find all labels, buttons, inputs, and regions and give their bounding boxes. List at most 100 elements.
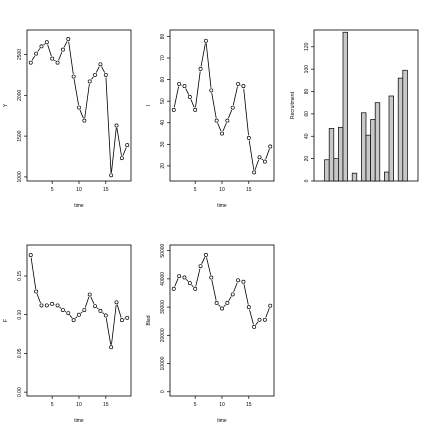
series-line-segment [227,109,233,119]
y-tick-label: 70 [160,55,166,61]
data-point [34,289,39,294]
series-line-segment [68,41,74,75]
series-line-segment [75,316,78,319]
series-line-segment [37,48,41,52]
data-point [225,300,230,305]
y-tick-label: 20000 [160,328,166,342]
data-point [241,84,246,89]
data-point [252,324,257,329]
data-point [93,72,98,77]
data-point [125,315,130,320]
x-axis-label: time [217,203,227,209]
y-tick-label: 0.00 [17,387,23,397]
series-line-segment [232,86,238,106]
y-axis-label: Blad [146,315,152,325]
y-tick-label: 40 [304,133,310,139]
data-point [209,275,214,280]
data-point [236,81,241,86]
bar [328,128,335,182]
series-line-segment [80,311,83,314]
series-line-segment [191,284,194,288]
data-point [28,253,33,258]
series-line-segment [195,268,201,287]
panel-recruitment-bar-chart: 0 20 40 60 80 100 120 Recruitment [290,29,419,182]
series-line-segment [69,314,73,319]
data-point [60,308,65,312]
bar [402,69,408,182]
y-tick-label: 0 [304,179,310,182]
y-axis-label: Recruitment [290,91,296,119]
series-line-segment [248,140,255,170]
data-point [109,173,114,178]
series-line-segment [116,304,122,318]
x-tick-label: 15 [246,402,252,408]
bar [361,112,367,182]
y-tick-label: 100 [304,65,310,74]
x-tick-label: 10 [219,187,225,193]
series-line-segment [59,306,62,309]
data-point [193,107,198,112]
bar [365,134,371,182]
x-axis-label: time [74,418,84,424]
data-point [225,118,230,123]
series-line-segment [249,309,254,325]
y-tick-label: 40000 [160,272,166,286]
series-line-segment [205,43,212,88]
panel-y-line-chart: 5 10 15 1000 1500 2000 2500 time Y [3,29,132,209]
bar [333,158,339,182]
data-point [50,56,55,61]
series-line-segment [79,109,84,119]
x-tick-label: 10 [76,187,82,193]
x-axis-label: time [217,418,227,424]
data-point [236,278,241,283]
bar [384,171,390,182]
series-line-segment [102,312,105,315]
data-point [71,74,76,79]
data-point [109,345,114,350]
data-point [103,72,108,77]
data-point [77,105,81,110]
panel-f-line-chart: 5 10 15 0.00 0.05 0.10 0.15 time F [3,244,132,424]
y-tick-label: 120 [304,42,310,51]
data-point [182,84,187,89]
data-point [114,123,119,128]
series-line-segment [185,279,189,282]
y-axis-label: F [3,319,9,322]
series-line-segment [111,128,117,173]
series-line-segment [174,278,179,287]
data-point [87,292,92,297]
series-line-segment [58,51,63,61]
data-point [171,286,176,291]
plot-frame [26,244,132,397]
series-line-segment [122,147,127,156]
x-tick-label: 10 [219,402,225,408]
series-line-segment [217,122,222,132]
series-line-segment [84,296,90,308]
y-tick-label: 40 [160,120,166,126]
y-tick-label: 10000 [160,356,166,370]
data-point [187,94,192,99]
data-point [28,60,33,65]
y-tick-label: 50 [160,98,166,104]
data-point [171,107,176,112]
series-line-segment [95,66,100,73]
data-point [177,274,182,278]
series-line-segment [91,76,94,80]
panel-i-line-chart: 5 10 15 20 30 40 50 60 70 80 time I [146,29,275,209]
series-line-segment [211,279,217,301]
data-point [39,44,44,49]
data-point [257,317,262,322]
data-point [66,311,71,316]
data-point [82,308,87,312]
y-tick-label: 30 [160,141,166,147]
data-point [209,88,214,93]
series-line-segment [173,86,179,108]
data-point [125,143,130,148]
data-point [55,60,60,65]
y-tick-label: 0 [160,390,166,393]
series-line-segment [265,307,270,318]
y-tick-label: 50000 [160,243,166,257]
bar [338,126,344,182]
series-line-segment [243,88,249,136]
data-point [262,159,267,164]
